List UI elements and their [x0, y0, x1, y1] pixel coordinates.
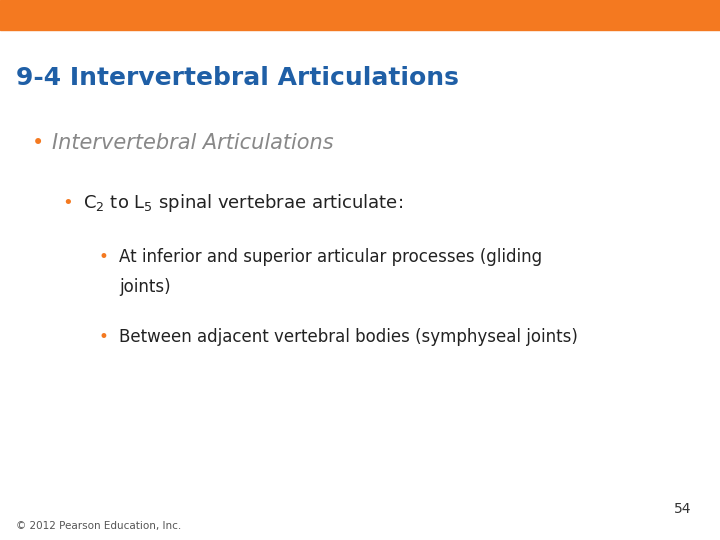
- Text: •: •: [99, 247, 109, 266]
- Text: •: •: [63, 193, 73, 212]
- Bar: [0, 0, 720, 30]
- Text: At inferior and superior articular processes (gliding: At inferior and superior articular proce…: [119, 247, 542, 266]
- Text: joints): joints): [119, 278, 171, 296]
- Text: Intervertebral Articulations: Intervertebral Articulations: [52, 133, 333, 153]
- Text: Between adjacent vertebral bodies (symphyseal joints): Between adjacent vertebral bodies (symph…: [119, 328, 577, 347]
- Text: $\mathsf{C}$$_2$ to $\mathsf{L}$$_5$ spinal vertebrae articulate:: $\mathsf{C}$$_2$ to $\mathsf{L}$$_5$ spi…: [83, 192, 403, 213]
- Text: •: •: [99, 328, 109, 347]
- Text: © 2012 Pearson Education, Inc.: © 2012 Pearson Education, Inc.: [16, 522, 181, 531]
- Text: •: •: [32, 133, 44, 153]
- Text: 54: 54: [674, 502, 691, 516]
- Text: 9-4 Intervertebral Articulations: 9-4 Intervertebral Articulations: [16, 66, 459, 90]
